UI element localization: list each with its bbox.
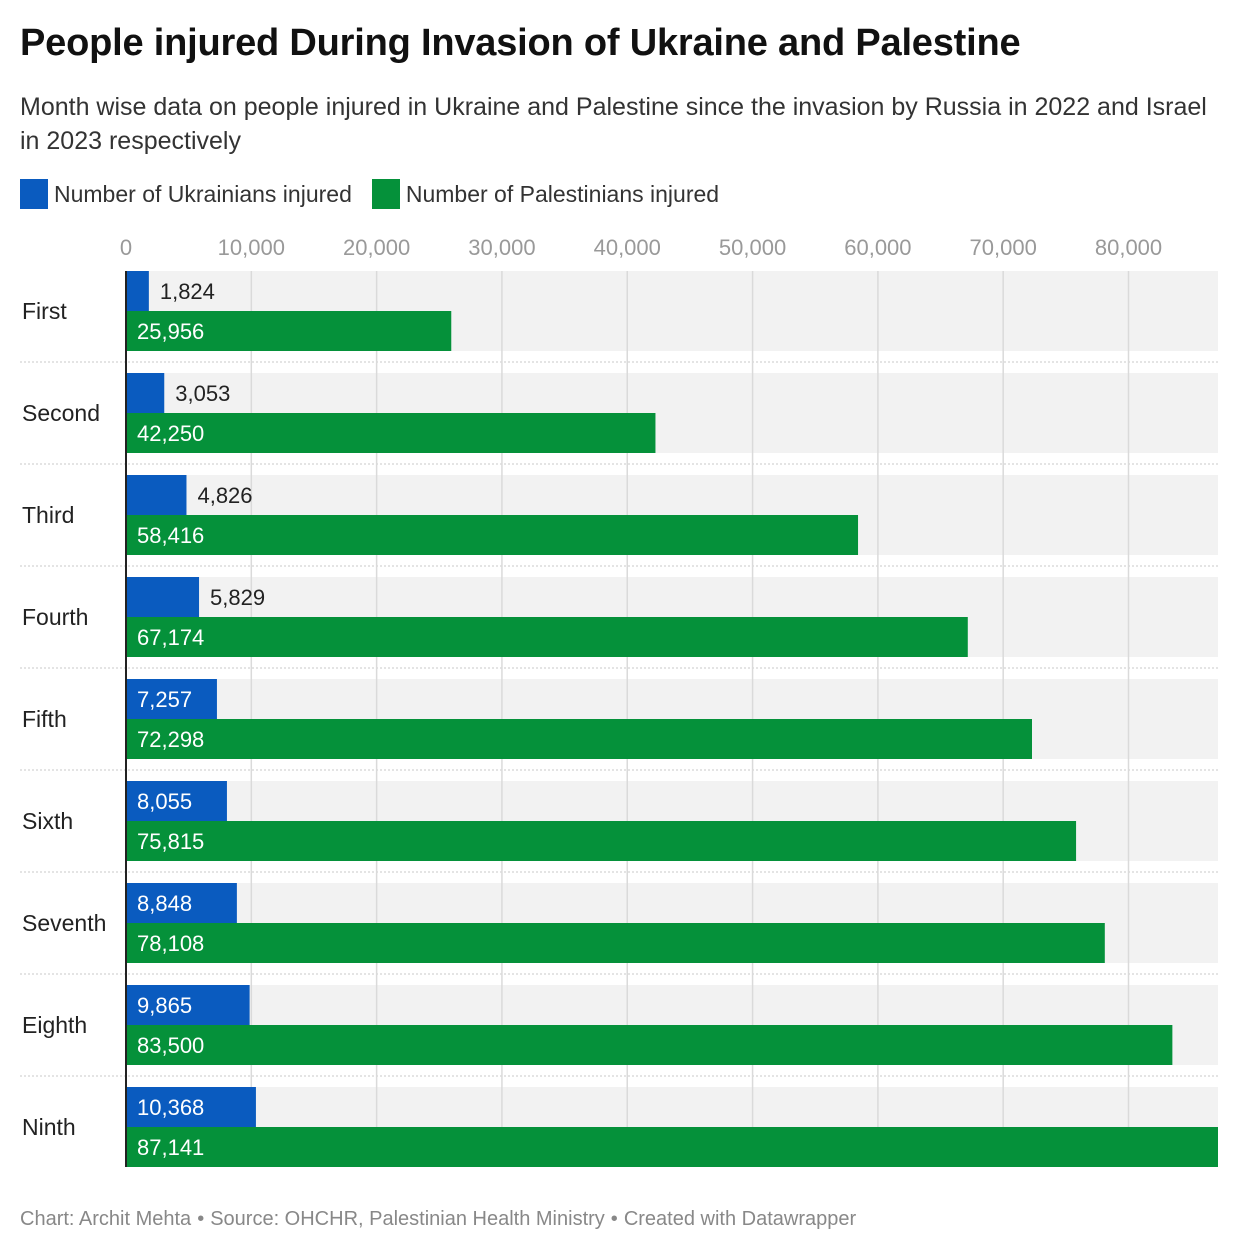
bar-label-ukraine: 3,053 [175,381,230,406]
legend-item-ukraine: Number of Ukrainians injured [20,179,352,209]
category-label: Seventh [22,910,106,936]
x-tick-label: 20,000 [343,235,410,260]
bar-label-ukraine: 10,368 [137,1095,204,1120]
footer-separator: • [610,1208,618,1230]
x-tick-label: 10,000 [218,235,285,260]
bar-label-ukraine: 7,257 [137,687,192,712]
bar-palestine [126,923,1105,963]
bar-palestine [126,515,859,555]
bar-label-ukraine: 1,824 [160,279,215,304]
bar-label-palestine: 42,250 [137,421,204,446]
bar-label-ukraine: 5,829 [210,585,265,610]
x-tick-label: 80,000 [1095,235,1162,260]
bar-label-ukraine: 4,826 [197,483,252,508]
chart-subtitle: Month wise data on people injured in Ukr… [20,93,1207,155]
bar-label-ukraine: 8,055 [137,789,192,814]
bar-label-palestine: 87,141 [137,1135,204,1160]
footer-created-with: Created with Datawrapper [623,1208,857,1230]
bar-ukraine [126,373,165,413]
category-label: Sixth [22,808,73,834]
category-label: Third [22,502,74,528]
bar-ukraine [126,577,200,617]
bar-palestine [126,617,968,657]
bar-ukraine [126,883,237,923]
bar-palestine [126,413,656,453]
footer-source: Source: OHCHR, Palestinian Health Minist… [210,1208,605,1230]
bar-ukraine [126,475,187,515]
legend-swatch-ukraine [20,179,48,209]
bar-label-palestine: 83,500 [137,1033,204,1058]
category-label: Fifth [22,706,67,732]
footer-credit: Chart: Archit Mehta [20,1208,192,1230]
chart-title: People injured During Invasion of Ukrain… [20,22,1021,64]
x-tick-label: 40,000 [594,235,661,260]
bar-palestine [126,1025,1173,1065]
bar-palestine [126,1127,1218,1167]
legend-item-palestine: Number of Palestinians injured [371,179,720,209]
legend-label-palestine: Number of Palestinians injured [405,180,720,207]
legend-label-ukraine: Number of Ukrainians injured [54,180,352,207]
bar-label-palestine: 58,416 [137,523,204,548]
x-tick-label: 30,000 [468,235,535,260]
bar-chart: 0 10,000 20,000 30,000 40,000 50,000 60,000 70,… [20,235,1218,1167]
x-tick-label: 60,000 [844,235,911,260]
category-label: Second [22,400,100,426]
x-tick-label: 0 [120,235,132,260]
bar-label-palestine: 72,298 [137,727,204,752]
bar-ukraine [126,781,227,821]
category-label: Eighth [22,1012,87,1038]
legend-swatch-palestine [371,179,400,209]
category-label: First [22,298,67,324]
category-label: Ninth [22,1114,76,1140]
bar-palestine [126,821,1077,861]
bar-ukraine [126,985,250,1025]
bar-label-palestine: 78,108 [137,931,204,956]
footer-separator: • [197,1208,205,1230]
bar-ukraine [126,271,149,311]
bar-label-ukraine: 8,848 [137,891,192,916]
x-tick-label: 50,000 [719,235,786,260]
category-label: Fourth [22,604,88,630]
bar-label-ukraine: 9,865 [137,993,192,1018]
bar-palestine [126,311,452,351]
x-tick-label: 70,000 [970,235,1037,260]
bar-label-palestine: 75,815 [137,829,204,854]
footer: Chart: Archit Mehta • Source: OHCHR, Pales… [20,1208,856,1231]
bar-palestine [126,719,1032,759]
bar-ukraine [126,679,217,719]
bar-ukraine [126,1087,256,1127]
legend: Number of Ukrainians injured Number of P… [20,178,739,210]
bar-label-palestine: 67,174 [137,625,204,650]
bar-label-palestine: 25,956 [137,319,204,344]
